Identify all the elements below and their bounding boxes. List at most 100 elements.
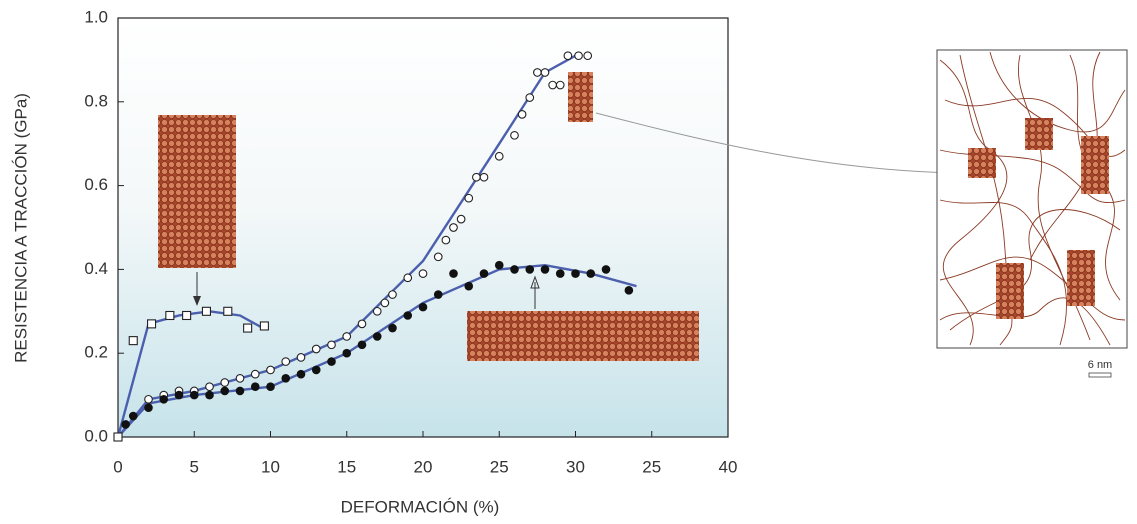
open-circle-marker (251, 370, 259, 378)
open-circle-marker (381, 299, 389, 307)
filled-circle-marker (251, 382, 260, 391)
filled-circle-marker (129, 412, 138, 421)
x-tick-label: 25 (490, 457, 509, 476)
open-circle-marker (328, 341, 336, 349)
open-circle-marker (442, 236, 450, 244)
open-circle-marker (236, 375, 244, 383)
open-circle-marker (534, 69, 542, 77)
filled-circle-marker (297, 370, 306, 379)
filled-circle-marker (464, 282, 473, 291)
crystal-block (158, 115, 236, 268)
crystal-block (1081, 136, 1109, 194)
square-marker (114, 433, 122, 441)
filled-circle-marker (495, 261, 504, 270)
filled-circle-marker (373, 332, 382, 341)
open-circle-marker (282, 358, 290, 366)
filled-circle-marker (121, 420, 130, 429)
open-circle-marker (312, 345, 320, 353)
diagram-frame (937, 50, 1127, 348)
filled-circle-marker (327, 357, 336, 366)
open-circle-marker (480, 173, 488, 181)
filled-circle-marker (175, 391, 184, 400)
x-tick-label: 0 (113, 457, 122, 476)
open-circle-marker (457, 215, 465, 223)
y-tick-label: 1.0 (84, 7, 108, 26)
scale-label: 6 nm (1088, 359, 1112, 371)
filled-circle-marker (419, 303, 428, 312)
filled-circle-marker (480, 269, 489, 278)
x-tick-label: 15 (337, 457, 356, 476)
filled-circle-marker (571, 269, 580, 278)
open-circle-marker (556, 81, 564, 89)
filled-circle-marker (434, 290, 443, 299)
open-circle-marker (526, 94, 534, 102)
open-circle-marker (145, 395, 153, 403)
filled-circle-marker (625, 286, 634, 295)
filled-circle-marker (312, 366, 321, 375)
filled-circle-marker (159, 395, 168, 404)
square-marker (260, 322, 268, 330)
filled-circle-marker (266, 382, 275, 391)
filled-circle-marker (403, 311, 412, 320)
filled-circle-marker (388, 324, 397, 333)
square-marker (129, 337, 137, 345)
filled-circle-marker (449, 269, 458, 278)
y-axis-title: RESISTENCIA A TRACCIÓN (GPa) (11, 93, 30, 363)
open-circle-marker (584, 52, 592, 60)
filled-circle-marker (190, 391, 199, 400)
open-circle-marker (473, 173, 481, 181)
y-tick-label: 0.0 (84, 426, 108, 445)
filled-circle-marker (556, 269, 565, 278)
crystal-block (467, 311, 699, 361)
crystal-block (1067, 250, 1095, 306)
filled-circle-marker (510, 265, 519, 274)
filled-circle-marker (342, 349, 351, 358)
open-circle-marker (267, 366, 275, 374)
open-circle-marker (358, 320, 366, 328)
square-marker (224, 307, 232, 315)
open-circle-marker (518, 111, 526, 119)
filled-circle-marker (144, 403, 153, 412)
square-marker (244, 324, 252, 332)
filled-circle-marker (220, 387, 229, 396)
filled-circle-marker (236, 387, 245, 396)
open-circle-marker (297, 354, 305, 362)
y-tick-label: 0.8 (84, 91, 108, 110)
open-circle-marker (495, 152, 503, 160)
y-tick-label: 0.4 (84, 259, 108, 278)
y-tick-label: 0.2 (84, 343, 108, 362)
x-tick-label: 30 (566, 457, 585, 476)
x-tick-label: 20 (414, 457, 433, 476)
network-diagram: 6 nm (937, 50, 1127, 377)
open-circle-marker (389, 291, 397, 299)
open-circle-marker (419, 270, 427, 278)
x-tick-label: 10 (261, 457, 280, 476)
open-circle-marker (564, 52, 572, 60)
filled-circle-marker (205, 391, 214, 400)
x-tick-label: 40 (719, 457, 738, 476)
open-circle-marker (450, 224, 458, 232)
open-circle-marker (404, 274, 412, 282)
y-tick-label: 0.6 (84, 175, 108, 194)
filled-circle-marker (281, 374, 290, 383)
open-circle-marker (541, 69, 549, 77)
open-circle-marker (343, 333, 351, 341)
square-marker (148, 320, 156, 328)
scale-bar (1089, 373, 1111, 377)
square-marker (166, 311, 174, 319)
open-circle-marker (434, 253, 442, 261)
filled-circle-marker (358, 341, 367, 350)
open-circle-marker (549, 81, 557, 89)
open-circle-marker (206, 383, 214, 391)
filled-circle-marker (525, 265, 534, 274)
open-circle-marker (465, 194, 473, 202)
page: DEFORMACIÓN (%) RESISTENCIA A TRACCIÓN (… (0, 0, 1137, 524)
crystal-block (568, 72, 593, 122)
filled-circle-marker (586, 269, 595, 278)
x-tick-label: 25 (642, 457, 661, 476)
filled-circle-marker (541, 265, 550, 274)
x-tick-label: 5 (190, 457, 199, 476)
crystal-block (968, 148, 996, 178)
open-circle-marker (511, 132, 519, 140)
open-circle-marker (575, 52, 583, 60)
